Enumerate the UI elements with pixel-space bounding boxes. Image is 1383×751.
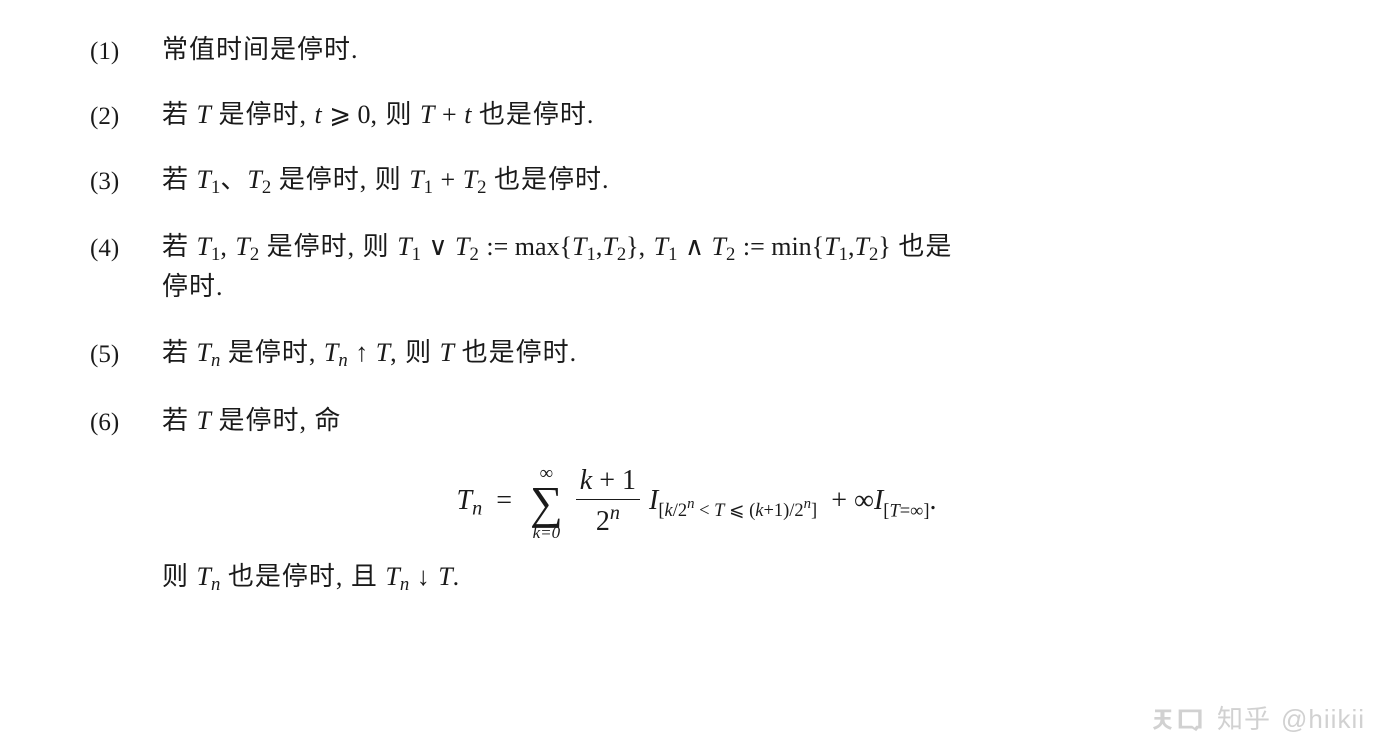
item-number: (3) bbox=[90, 162, 162, 199]
item-number: (5) bbox=[90, 335, 162, 372]
watermark-handle: @hiikii bbox=[1281, 701, 1365, 737]
item-body: 若 T 是停时, t ⩾ 0, 则 T + t 也是停时. bbox=[162, 97, 1303, 133]
item-body: 常值时间是停时. bbox=[162, 32, 1303, 68]
list-item: (6)若 T 是停时, 命 bbox=[90, 403, 1303, 440]
watermark-platform: 知乎 bbox=[1217, 701, 1271, 737]
item-number: (1) bbox=[90, 32, 162, 69]
after-display-text: 则 Tn 也是停时, 且 Tn ↓ T. bbox=[162, 559, 1303, 598]
list-item: (4)若 T1, T2 是停时, 则 T1 ∨ T2 := max{T1,T2}… bbox=[90, 229, 1303, 305]
display-equation: Tn = ∞ ∑ k=0 k + 1 2n I[k/2n < T ⩽ (k+1)… bbox=[90, 464, 1303, 541]
list-item: (5)若 Tn 是停时, Tn ↑ T, 则 T 也是停时. bbox=[90, 335, 1303, 374]
item-number: (6) bbox=[90, 403, 162, 440]
zhihu-logo-icon bbox=[1153, 706, 1207, 732]
item-body: 若 T1、T2 是停时, 则 T1 + T2 也是停时. bbox=[162, 162, 1303, 201]
item-number: (2) bbox=[90, 97, 162, 134]
list-item: (2)若 T 是停时, t ⩾ 0, 则 T + t 也是停时. bbox=[90, 97, 1303, 134]
item-body: 若 T 是停时, 命 bbox=[162, 403, 1303, 439]
item-body: 若 T1, T2 是停时, 则 T1 ∨ T2 := max{T1,T2}, T… bbox=[162, 229, 1303, 305]
item-body: 若 Tn 是停时, Tn ↑ T, 则 T 也是停时. bbox=[162, 335, 1303, 374]
list-item: (1)常值时间是停时. bbox=[90, 32, 1303, 69]
watermark: 知乎 @hiikii bbox=[1153, 701, 1365, 737]
item-number: (4) bbox=[90, 229, 162, 266]
enumerated-list: (1)常值时间是停时.(2)若 T 是停时, t ⩾ 0, 则 T + t 也是… bbox=[90, 32, 1303, 440]
list-item: (3)若 T1、T2 是停时, 则 T1 + T2 也是停时. bbox=[90, 162, 1303, 201]
